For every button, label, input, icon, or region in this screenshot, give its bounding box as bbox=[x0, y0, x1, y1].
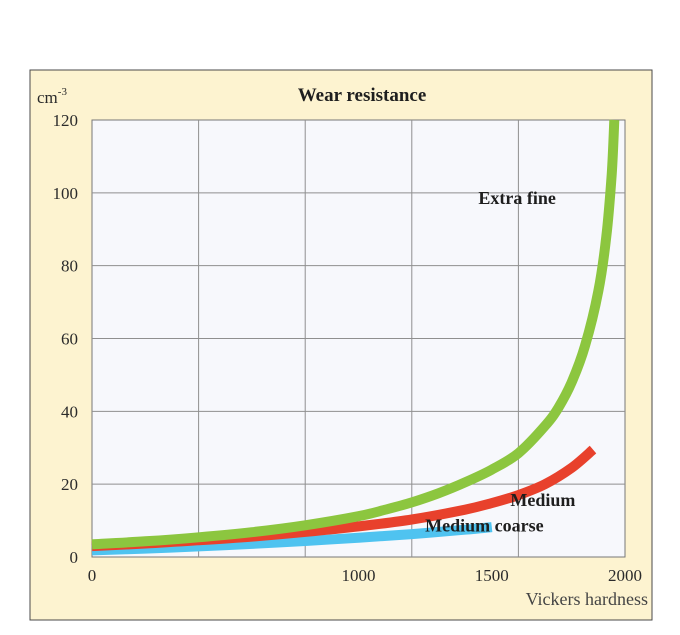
tick-labels: 0 20 40 60 80 100 120 0 1000 1500 2000 bbox=[53, 111, 643, 585]
y-tick-label: 100 bbox=[53, 184, 79, 203]
series-line-extra-fine bbox=[91, 119, 620, 550]
y-axis-unit-exponent: -3 bbox=[58, 86, 68, 98]
series-label-medium: Medium bbox=[510, 490, 575, 510]
y-axis-unit-base: cm bbox=[37, 88, 58, 107]
y-tick-label: 120 bbox=[53, 111, 79, 130]
grid bbox=[92, 120, 625, 557]
y-tick-label: 0 bbox=[70, 548, 79, 567]
series-layer bbox=[91, 119, 620, 556]
series-label-extra-fine: Extra fine bbox=[478, 188, 555, 208]
x-tick-label: 1000 bbox=[342, 566, 376, 585]
series-label-medium-coarse: Medium coarse bbox=[425, 516, 543, 536]
y-axis-unit: cm-3 bbox=[37, 86, 67, 107]
x-tick-label: 0 bbox=[88, 566, 97, 585]
y-tick-label: 40 bbox=[61, 402, 78, 421]
x-tick-label: 1500 bbox=[475, 566, 509, 585]
x-axis-label: Vickers hardness bbox=[526, 589, 648, 609]
series-labels: Extra fine Medium Medium coarse bbox=[425, 188, 575, 536]
x-tick-label: 2000 bbox=[608, 566, 642, 585]
chart-title: Wear resistance bbox=[298, 85, 427, 106]
y-tick-label: 60 bbox=[61, 330, 78, 349]
y-tick-label: 80 bbox=[61, 257, 78, 276]
series-line-medium-coarse bbox=[91, 522, 493, 556]
y-tick-label: 20 bbox=[61, 475, 78, 494]
